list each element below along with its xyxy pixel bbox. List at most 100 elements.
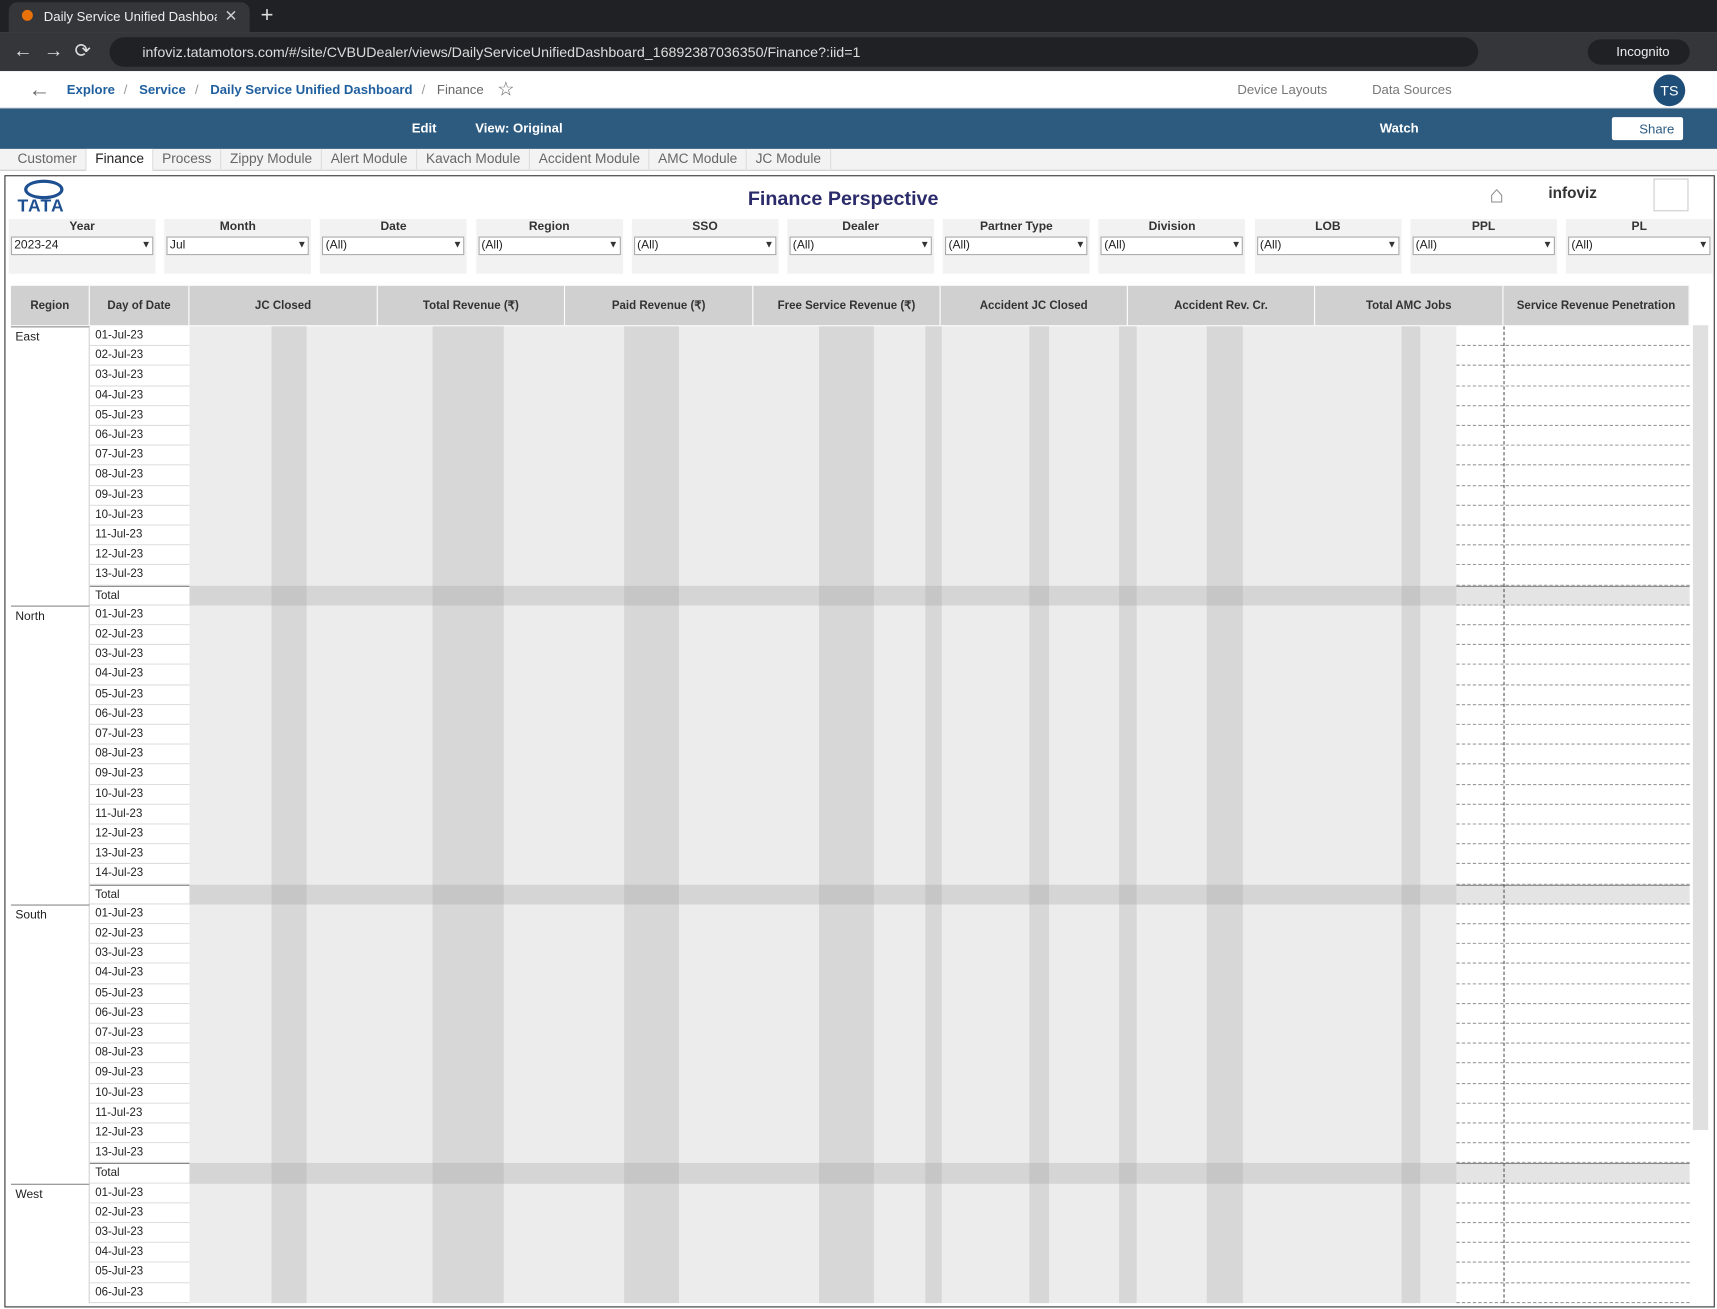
- filter-value[interactable]: (All): [792, 238, 815, 252]
- filter-dropdown[interactable]: [945, 236, 1088, 256]
- back[interactable]: ←: [28, 77, 51, 102]
- penetration-cell: [1456, 526, 1690, 546]
- tab[interactable]: Zippy Module: [221, 148, 322, 171]
- column-header[interactable]: Total Revenue (₹): [378, 285, 566, 326]
- header-action[interactable]: Data Sources: [1372, 82, 1452, 98]
- column-header[interactable]: Accident JC Closed: [941, 285, 1128, 326]
- filter-dropdown[interactable]: [633, 236, 777, 256]
- favorite[interactable]: ☆: [497, 77, 515, 100]
- filter-value[interactable]: (All): [1259, 238, 1282, 252]
- penetration-cell: [1456, 585, 1690, 606]
- breadcrumb[interactable]: Service: [139, 82, 186, 98]
- penetration-cell: [1456, 1203, 1690, 1224]
- penetration-cell: [1456, 565, 1690, 586]
- day-cell: 04-Jul-23: [89, 665, 190, 686]
- scrollbar[interactable]: [1692, 325, 1709, 1131]
- penetration-cell: [1456, 1263, 1690, 1283]
- day-cell: 03-Jul-23: [89, 1223, 190, 1244]
- filter-dropdown[interactable]: [1100, 236, 1244, 256]
- share-box[interactable]: [1611, 117, 1684, 141]
- blurred-stripe: [819, 326, 874, 1303]
- filter-dropdown[interactable]: [1256, 236, 1400, 256]
- day-cell: 14-Jul-23: [89, 864, 190, 885]
- avatar-circle[interactable]: [1653, 74, 1686, 107]
- filter-dropdown[interactable]: [478, 236, 621, 256]
- view-button[interactable]: View: Original: [475, 120, 563, 136]
- column-header[interactable]: Service Revenue Penetration: [1503, 285, 1690, 326]
- edit-button[interactable]: Edit: [411, 120, 437, 136]
- day-cell: 07-Jul-23: [89, 445, 190, 466]
- filter-value[interactable]: 2023-24: [14, 238, 59, 252]
- separator: /: [421, 82, 426, 98]
- filter-dropdown[interactable]: [10, 236, 154, 256]
- separator: /: [123, 82, 128, 98]
- url-bar[interactable]: [109, 37, 1479, 67]
- new-tab[interactable]: +: [260, 3, 274, 28]
- tab[interactable]: Finance: [86, 148, 154, 171]
- filter-dropdown[interactable]: [166, 236, 310, 256]
- tab[interactable]: AMC Module: [649, 148, 748, 171]
- filter-value[interactable]: (All): [481, 238, 503, 252]
- profile[interactable]: Incognito: [1616, 43, 1670, 60]
- day-cell: 06-Jul-23: [89, 1003, 190, 1024]
- home-icon[interactable]: ⌂: [1489, 180, 1504, 209]
- header-action[interactable]: Device Layouts: [1237, 82, 1328, 98]
- url[interactable]: infoviz.tatamotors.com/#/site/CVBUDealer…: [142, 43, 861, 61]
- filter-value[interactable]: (All): [1571, 238, 1593, 252]
- column-header[interactable]: Total AMC Jobs: [1315, 285, 1504, 326]
- dropdown-arrow: ▼: [919, 238, 930, 250]
- tab[interactable]: Customer: [9, 148, 87, 171]
- column-header[interactable]: Free Service Revenue (₹): [753, 285, 941, 326]
- day-cell: 05-Jul-23: [89, 406, 190, 426]
- tab[interactable]: JC Module: [747, 148, 831, 171]
- column-header[interactable]: JC Closed: [189, 285, 378, 326]
- filter-value[interactable]: (All): [637, 238, 659, 252]
- profile-pill[interactable]: [1587, 39, 1690, 65]
- tab[interactable]: Kavach Module: [417, 148, 531, 171]
- tata-emblem: [24, 179, 64, 200]
- day-cell: 08-Jul-23: [89, 744, 190, 765]
- share-button[interactable]: Share: [1639, 121, 1675, 137]
- column-header[interactable]: Paid Revenue (₹): [565, 285, 754, 326]
- day-cell: 09-Jul-23: [89, 764, 190, 785]
- day-cell: 10-Jul-23: [89, 784, 190, 805]
- column-header[interactable]: Day of Date: [90, 285, 190, 326]
- filter-label: Region: [528, 220, 570, 234]
- day-cell: 10-Jul-23: [89, 1083, 190, 1104]
- nav-buttons[interactable]: ← → ⟳: [13, 39, 91, 62]
- close-tab[interactable]: ✕: [224, 6, 238, 25]
- tab[interactable]: Accident Module: [530, 148, 650, 171]
- tab[interactable]: Alert Module: [322, 148, 418, 171]
- blurred-stripe: [925, 326, 942, 1303]
- filter-label: PL: [1631, 220, 1647, 234]
- column-header[interactable]: Accident Rev. Cr.: [1128, 285, 1316, 326]
- total-band: [189, 1163, 1457, 1184]
- day-cell: 02-Jul-23: [89, 924, 190, 945]
- day-cell: 06-Jul-23: [89, 704, 190, 725]
- filter-dropdown[interactable]: [789, 236, 932, 256]
- filter-value[interactable]: (All): [1415, 238, 1438, 252]
- filter-dropdown[interactable]: [322, 236, 465, 256]
- tab[interactable]: Process: [153, 148, 222, 171]
- watch-button[interactable]: Watch: [1379, 120, 1419, 136]
- filter-value[interactable]: (All): [325, 238, 348, 252]
- filter-dropdown[interactable]: [1568, 236, 1711, 256]
- breadcrumb[interactable]: Daily Service Unified Dashboard: [210, 82, 413, 98]
- filter-value[interactable]: (All): [948, 238, 970, 252]
- day-cell: 09-Jul-23: [89, 485, 190, 506]
- penetration-cell: [1456, 1084, 1690, 1104]
- day-cell: 03-Jul-23: [89, 944, 190, 965]
- column-header[interactable]: Region: [11, 285, 90, 326]
- filter-dropdown[interactable]: [1412, 236, 1555, 256]
- day-cell: 13-Jul-23: [89, 565, 190, 586]
- filter-value[interactable]: Jul: [169, 238, 186, 252]
- filter-value[interactable]: (All): [1104, 238, 1126, 252]
- avatar[interactable]: TS: [1660, 82, 1679, 99]
- day-cell: 02-Jul-23: [89, 625, 190, 646]
- penetration-cell: [1456, 924, 1690, 945]
- browser-tab[interactable]: [8, 2, 250, 33]
- breadcrumb[interactable]: Explore: [66, 82, 115, 98]
- dropdown-arrow: ▼: [764, 238, 774, 250]
